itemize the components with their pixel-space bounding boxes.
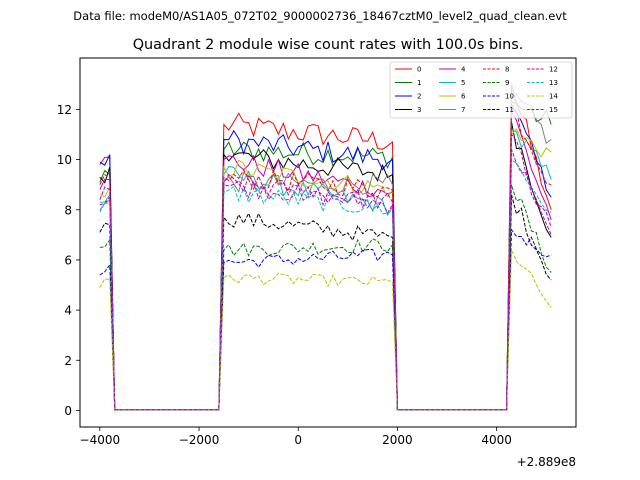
x-tick-label: −4000	[80, 433, 121, 447]
legend-label-12: 12	[549, 66, 558, 74]
legend-label-15: 15	[549, 106, 558, 114]
legend-label-7: 7	[461, 106, 465, 114]
chart-title: Quadrant 2 module wise count rates with …	[133, 37, 524, 53]
legend-label-6: 6	[461, 93, 466, 101]
series-line-10	[99, 228, 552, 411]
legend-label-2: 2	[417, 93, 421, 101]
series-line-7	[99, 93, 552, 411]
series-line-9	[99, 184, 552, 411]
series-line-12	[99, 149, 552, 411]
series-line-8	[99, 103, 552, 411]
series-line-0	[99, 84, 552, 411]
y-tick-label: 2	[64, 354, 72, 368]
y-tick-label: 10	[57, 153, 72, 167]
series-line-2	[99, 105, 552, 411]
legend-label-13: 13	[549, 79, 558, 87]
legend-label-8: 8	[505, 66, 509, 74]
legend-label-1: 1	[417, 79, 421, 87]
x-tick-label: 2000	[382, 433, 413, 447]
x-tick-label: 0	[294, 433, 302, 447]
legend-label-4: 4	[461, 66, 466, 74]
series-line-15	[99, 133, 552, 411]
series-line-6	[99, 128, 552, 411]
axes-frame	[79, 57, 577, 428]
legend-label-0: 0	[417, 66, 421, 74]
x-tick-label: −2000	[179, 433, 220, 447]
y-tick-label: 6	[64, 253, 72, 267]
y-tick-label: 12	[57, 103, 72, 117]
data-file-label: Data file: modeM0/AS1A05_072T02_90000027…	[73, 9, 567, 23]
y-tick-label: 0	[64, 404, 72, 418]
y-tick-label: 4	[64, 304, 72, 318]
legend-label-9: 9	[505, 79, 509, 87]
legend-label-11: 11	[505, 106, 514, 114]
x-tick-label: 4000	[481, 433, 512, 447]
y-tick-label: 8	[64, 203, 72, 217]
legend-label-14: 14	[549, 93, 558, 101]
legend-label-10: 10	[505, 93, 514, 101]
series-line-14	[99, 249, 552, 411]
legend-label-3: 3	[417, 106, 421, 114]
series-line-3	[99, 121, 552, 411]
series-line-13	[99, 158, 552, 411]
legend-frame	[389, 61, 573, 119]
y-axis: 0 2 4 6 8 10 12	[57, 103, 80, 418]
x-axis: −4000 −2000 0 2000 4000	[80, 427, 512, 447]
plot-area	[99, 84, 552, 411]
series-line-11	[99, 194, 552, 411]
legend-label-5: 5	[461, 79, 465, 87]
series-line-5	[99, 128, 552, 411]
x-axis-offset-label: +2.889e8	[517, 455, 576, 469]
